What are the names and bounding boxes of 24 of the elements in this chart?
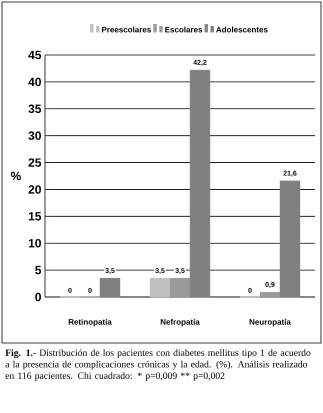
y-tick-label: 40 [28,78,41,86]
bar [280,180,300,298]
text: Fig. 1.- Distribución de los pacientes con diabetes mellitus tipo 1 de acuerdo a la presencia de complicaciones crónicas y la edad. (%). Análisis realizado en 116 pacientes. Chi cuadrado: * p=0,009 ** p=0,002 [5,349,310,381]
legend-label: Escolares [165,26,202,32]
x-tick-label: Nefropatía [160,318,200,326]
y-tick-label: 45 [28,50,42,60]
y-tick-label: 10 [28,238,41,248]
y-tick-label: 0 [35,292,41,302]
y-tick-label: 20 [28,185,41,194]
y-tick-label: 25 [28,158,42,167]
legend-label: Preescolares [102,26,151,32]
y-axis-title: % [10,172,21,180]
bar [100,278,120,298]
bar [170,278,190,298]
bar [260,292,280,298]
bar [150,278,170,298]
y-tick-label: 30 [28,131,41,140]
bar [190,70,210,298]
y-tick-label: 5 [35,266,42,274]
legend-label: Adolescentes [216,26,268,32]
x-tick-label: Neuropatía [250,318,291,326]
y-tick-label: 15 [28,212,42,221]
y-tick-label: 35 [28,104,42,114]
x-tick-label: Retinopatía [68,318,112,326]
